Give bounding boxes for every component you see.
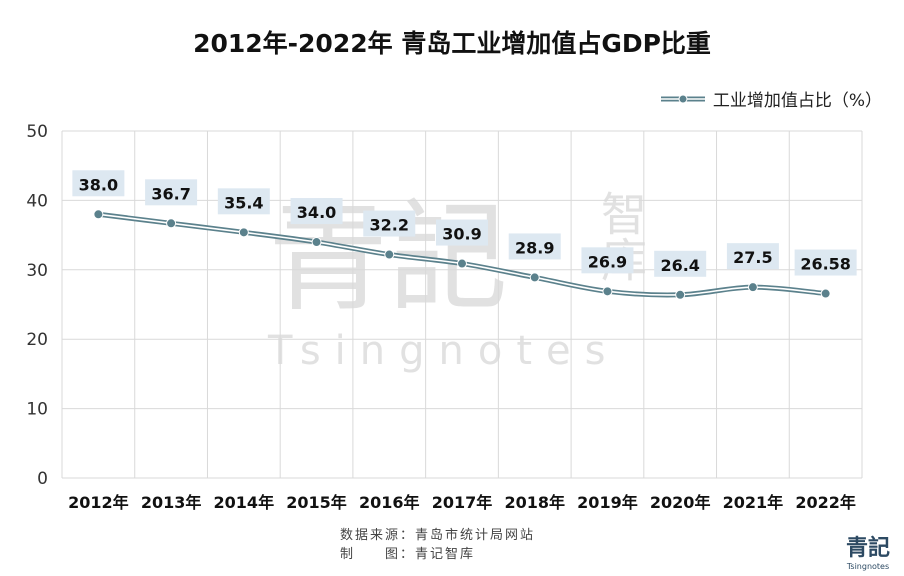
y-tick-label: 10 bbox=[26, 400, 48, 420]
x-tick-label: 2015年 bbox=[286, 493, 347, 512]
y-tick-label: 50 bbox=[26, 122, 48, 142]
data-label: 32.2 bbox=[370, 216, 409, 235]
data-point bbox=[93, 209, 104, 220]
data-label-bg bbox=[654, 250, 707, 277]
data-label-bg bbox=[217, 188, 270, 215]
legend-line-icon bbox=[660, 94, 705, 103]
data-point bbox=[457, 258, 467, 269]
y-tick-label: 20 bbox=[26, 330, 48, 350]
data-label-bg bbox=[363, 210, 416, 237]
x-tick-label: 2020年 bbox=[650, 493, 711, 512]
data-label: 26.9 bbox=[588, 252, 627, 271]
data-label: 36.7 bbox=[151, 184, 190, 203]
data-label-bg bbox=[436, 219, 488, 246]
data-point bbox=[311, 237, 322, 248]
data-label: 26.4 bbox=[660, 256, 699, 275]
x-tick-label: 2019年 bbox=[577, 493, 638, 512]
data-point bbox=[384, 249, 395, 260]
data-label-bg bbox=[581, 247, 634, 274]
footer: 数据来源：青岛市统计局网站 制 图：青记智库 bbox=[340, 526, 535, 564]
data-point bbox=[238, 227, 249, 238]
x-tick-label: 2017年 bbox=[432, 493, 493, 512]
chart-title: 2012年-2022年 青岛工业增加值占GDP比重 bbox=[193, 29, 711, 58]
data-point bbox=[675, 289, 686, 300]
legend-label: 工业增加值占比（%） bbox=[712, 91, 882, 111]
data-label-bg bbox=[794, 249, 857, 276]
x-tick-label: 2022年 bbox=[795, 493, 856, 512]
data-label-bg bbox=[290, 198, 343, 225]
data-label-bg bbox=[726, 243, 779, 270]
x-tick-label: 2012年 bbox=[68, 493, 129, 512]
data-point bbox=[529, 272, 540, 283]
y-tick-label: 30 bbox=[26, 261, 48, 281]
data-label-bg bbox=[508, 233, 561, 260]
source-text: 数据来源：青岛市统计局网站 bbox=[340, 528, 536, 543]
data-label-bg bbox=[145, 179, 198, 206]
x-tick-label: 2014年 bbox=[214, 493, 275, 512]
data-label: 28.9 bbox=[515, 238, 554, 257]
y-tick-label: 0 bbox=[37, 469, 48, 489]
data-point bbox=[747, 282, 758, 293]
data-label: 38.0 bbox=[79, 175, 118, 194]
data-point bbox=[166, 218, 177, 229]
y-tick-label: 40 bbox=[26, 191, 48, 211]
legend: 工业增加值占比（%） bbox=[659, 86, 882, 111]
data-label: 26.58 bbox=[800, 255, 851, 274]
x-tick-label: 2018年 bbox=[504, 493, 565, 512]
data-point bbox=[602, 286, 613, 297]
data-label: 30.9 bbox=[442, 225, 481, 244]
logo: 青記 Tsingnotes bbox=[845, 535, 890, 571]
x-tick-label: 2016年 bbox=[359, 493, 420, 512]
data-label: 35.4 bbox=[224, 193, 263, 212]
data-label-bg bbox=[72, 170, 125, 197]
x-tick-label: 2021年 bbox=[723, 493, 784, 512]
data-point bbox=[820, 288, 831, 299]
data-label: 34.0 bbox=[297, 203, 336, 222]
x-tick-label: 2013年 bbox=[141, 493, 202, 512]
data-label: 27.5 bbox=[733, 248, 772, 267]
maker-text: 制 图：青记智库 bbox=[340, 547, 476, 562]
